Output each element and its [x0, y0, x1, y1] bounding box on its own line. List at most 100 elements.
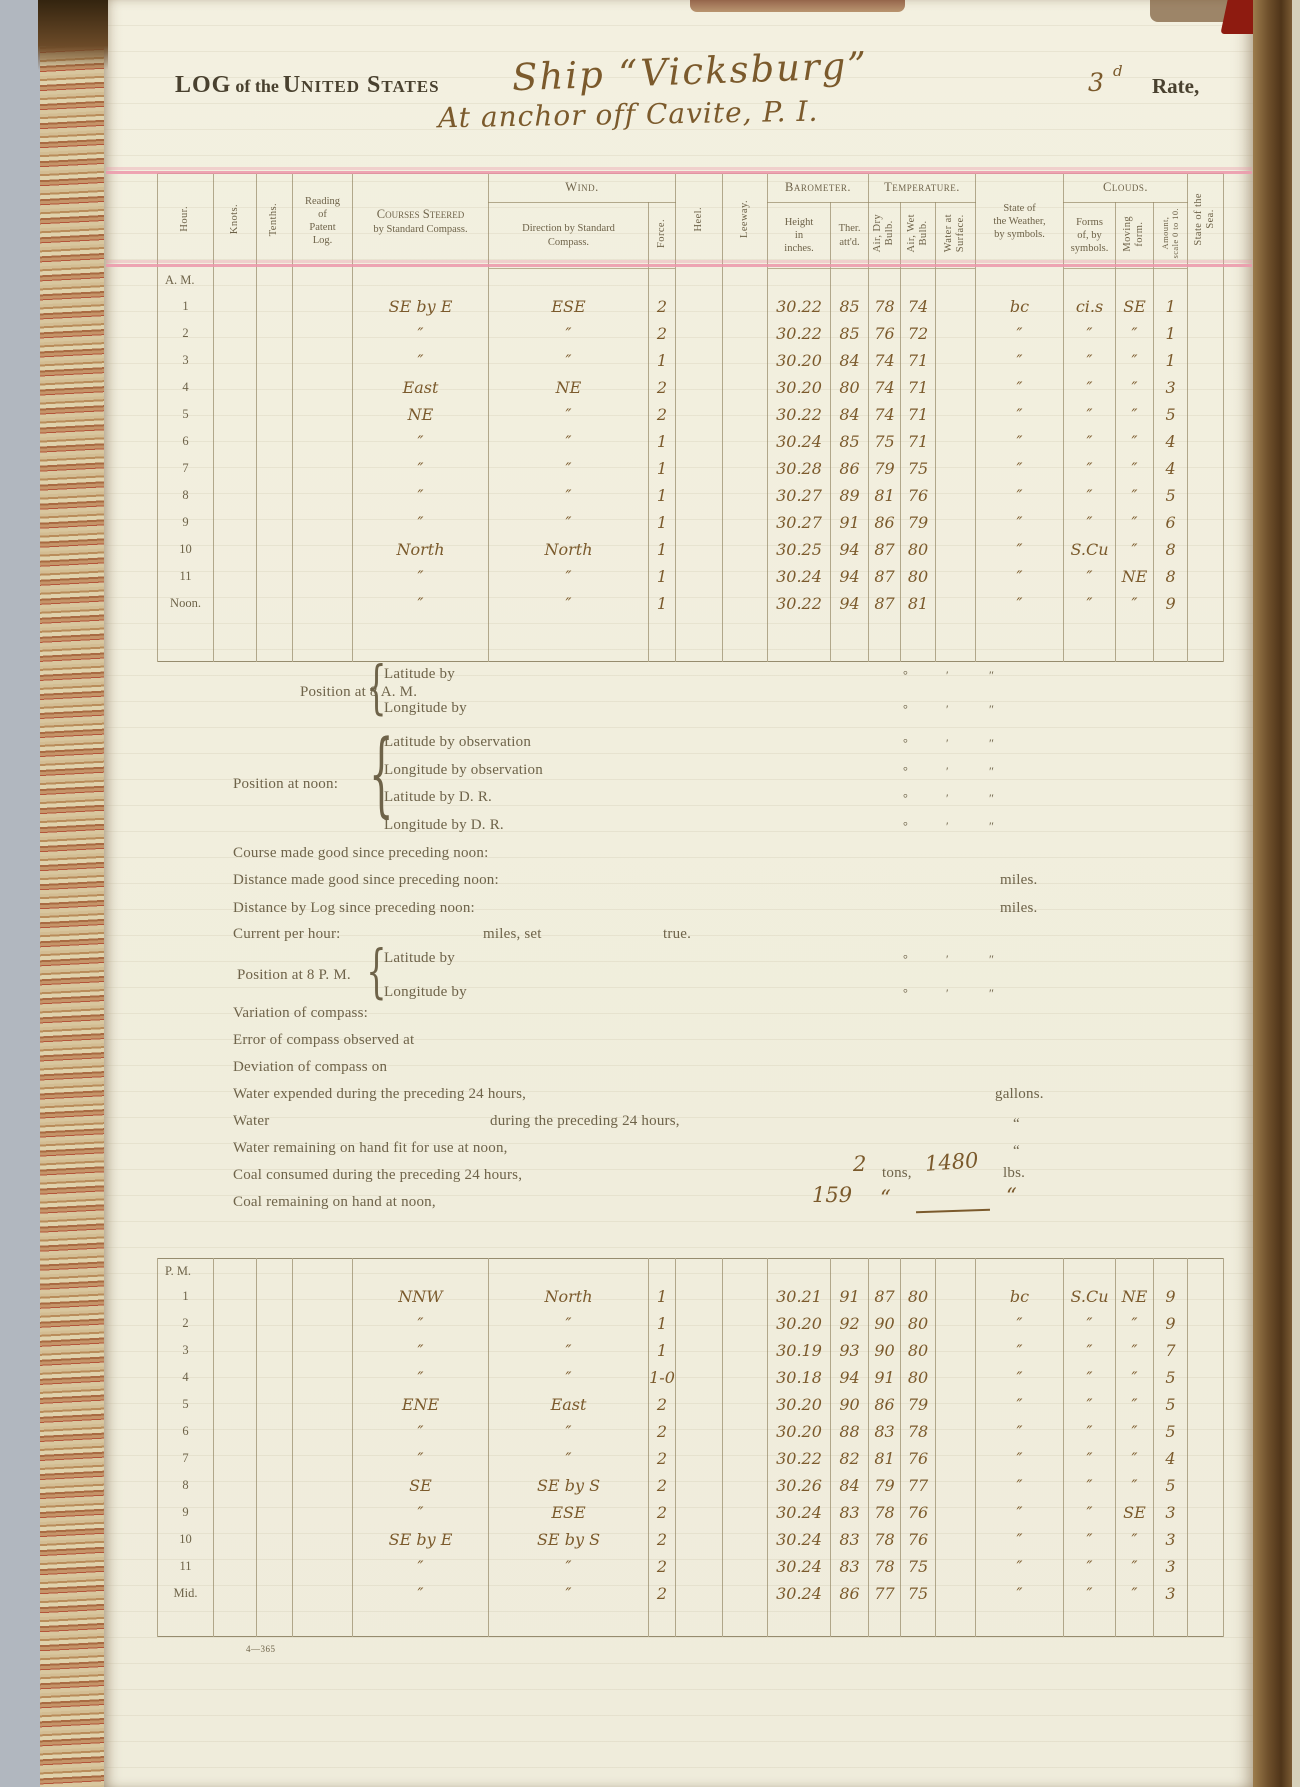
cell-force: 2 [648, 1445, 676, 1472]
cell-sea [1187, 1364, 1224, 1391]
cell-forms: ″ [1063, 1472, 1116, 1499]
cell-water [935, 590, 977, 617]
cell-wind: ″ [488, 563, 649, 590]
cell-course: NE [352, 401, 489, 428]
cell-tenths [256, 1337, 293, 1364]
log-row: Mid. ″ ″ 2 30.24 86 77 75 ″ ″ ″ 3 [157, 1580, 1224, 1607]
deg-marks: ° ′ ″ [903, 986, 994, 1000]
cell-force: 2 [648, 1526, 676, 1553]
cell-leeway [722, 268, 769, 293]
cell-bar: 30.20 [767, 1418, 831, 1445]
cell-sea [1187, 428, 1225, 455]
cell-leeway [722, 1445, 768, 1472]
cell-ther: 91 [830, 1283, 869, 1310]
col-header-heel: Heel. [675, 173, 724, 269]
cell-dry [868, 617, 902, 662]
cell-weather: bc [975, 293, 1065, 320]
cell-hour: 3 [157, 1337, 214, 1364]
cell-patent [292, 347, 353, 374]
cell-tenths [256, 347, 293, 374]
cell-sea [1187, 1553, 1224, 1580]
cell-sea [1187, 401, 1225, 428]
log-row: 4 East NE 2 30.20 80 74 71 ″ ″ ″ 3 [157, 374, 1225, 401]
cell-weather: ″ [975, 401, 1065, 428]
cell-hour: 2 [157, 1310, 214, 1337]
cell-moving [1115, 1258, 1154, 1283]
cell-ther: 94 [830, 563, 870, 590]
cell-wet: 80 [900, 1283, 936, 1310]
cell-ther: 83 [830, 1553, 869, 1580]
cell-moving: ″ [1115, 401, 1155, 428]
cell-hour: 7 [157, 1445, 214, 1472]
cell-course: North [352, 536, 489, 563]
cell-amount: 8 [1153, 536, 1189, 563]
log-row: A. M. [157, 268, 1225, 293]
cell-course: East [352, 374, 489, 401]
cell-weather: ″ [975, 455, 1065, 482]
cell-weather [975, 617, 1065, 662]
cell-amount: 4 [1153, 1445, 1188, 1472]
miles-label: miles. [1000, 872, 1038, 888]
cell-wet: 75 [900, 455, 937, 482]
cell-dry: 75 [868, 428, 902, 455]
cell-amount: 4 [1153, 455, 1189, 482]
water-during-label: during the preceding 24 hours, [490, 1113, 680, 1129]
cell-force: 2 [648, 1553, 676, 1580]
cell-forms [1063, 1607, 1116, 1637]
cell-patent [292, 268, 353, 293]
coal-remaining-value: 159 [812, 1183, 853, 1207]
cell-tenths [256, 1283, 293, 1310]
cell-course: SE by E [352, 293, 489, 320]
lon-dr-label: Longitude by D. R. [384, 817, 504, 833]
cell-tenths [256, 617, 293, 662]
cell-hour: 3 [157, 347, 214, 374]
cell-tenths [256, 455, 293, 482]
cell-leeway [722, 455, 769, 482]
cell-force: 2 [647, 374, 677, 401]
cell-wind: ″ [488, 482, 649, 509]
cell-dry: 74 [868, 401, 902, 428]
cell-forms: ″ [1063, 1364, 1116, 1391]
cell-wet: 81 [900, 590, 937, 617]
cell-patent [292, 428, 353, 455]
col-header-ther: Ther. att'd. [830, 202, 870, 269]
cell-wet: 80 [900, 1337, 936, 1364]
cell-forms: ″ [1063, 1337, 1116, 1364]
cell-leeway [722, 1364, 768, 1391]
group-header-wind: Wind. [487, 173, 677, 203]
lbs-label: lbs. [1003, 1165, 1026, 1181]
cell-sea [1187, 1418, 1224, 1445]
cell-patent [292, 1472, 353, 1499]
cell-ther: 84 [830, 401, 870, 428]
deg-marks: ° ′ ″ [903, 702, 994, 716]
cell-tenths [256, 563, 293, 590]
col-header-force: Force. [647, 202, 677, 269]
title-log: LOG [175, 72, 232, 98]
cell-course: ″ [352, 563, 489, 590]
rate-value-handwriting: 3 [1088, 68, 1104, 97]
am-log-table: Hour. Knots. Tenths. Reading of Patent L… [157, 173, 1225, 662]
cell-heel [675, 1364, 723, 1391]
cell-ther: 83 [830, 1526, 869, 1553]
cell-weather [975, 1607, 1064, 1637]
cell-sea [1187, 1283, 1224, 1310]
group-header-temperature: Temperature. [868, 173, 977, 203]
cell-patent [292, 1391, 353, 1418]
cell-water [935, 1418, 976, 1445]
cell-leeway [722, 1580, 768, 1607]
cell-leeway [722, 320, 769, 347]
cell-patent [292, 1526, 353, 1553]
log-row: 2 ″ ″ 1 30.20 92 90 80 ″ ″ ″ 9 [157, 1310, 1224, 1337]
miles-label: miles. [1000, 900, 1038, 916]
cell-forms: ″ [1063, 455, 1117, 482]
cell-heel [675, 455, 724, 482]
cell-water [935, 1445, 976, 1472]
cell-leeway [722, 563, 769, 590]
cell-ther: 85 [830, 428, 870, 455]
cell-amount: 9 [1153, 1283, 1188, 1310]
cell-knots [213, 590, 257, 617]
cell-ther: 85 [830, 320, 870, 347]
cell-dry: 81 [868, 1445, 901, 1472]
current-miles-set-label: miles, set [483, 926, 542, 942]
cell-wind: ″ [488, 1364, 649, 1391]
